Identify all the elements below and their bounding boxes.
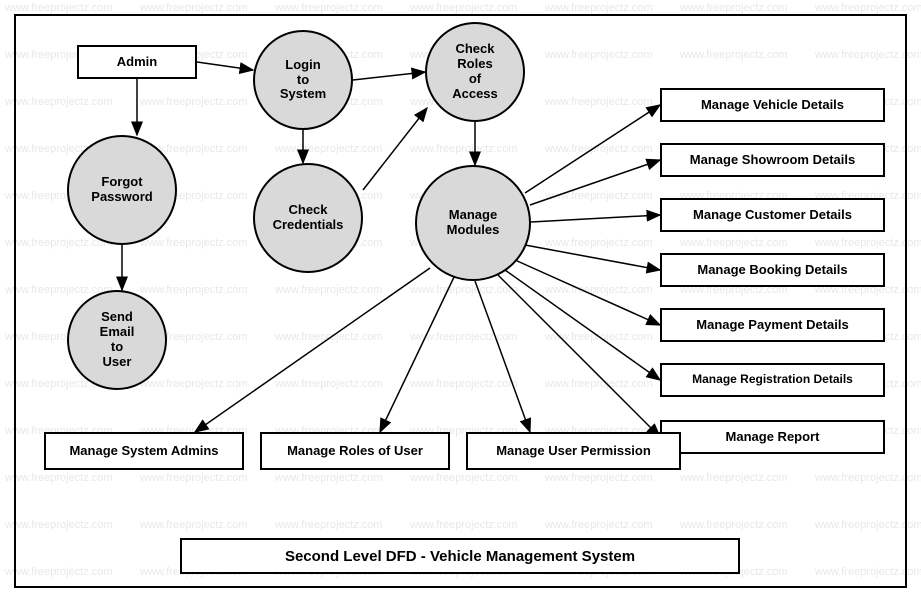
node-label: Manage Payment Details bbox=[696, 318, 848, 333]
node-label: Manage Booking Details bbox=[697, 263, 847, 278]
node-vehicle: Manage Vehicle Details bbox=[660, 88, 885, 122]
node-label: Manage System Admins bbox=[69, 444, 218, 459]
node-label: CheckCredentials bbox=[273, 203, 344, 233]
node-creds: CheckCredentials bbox=[253, 163, 363, 273]
node-customer: Manage Customer Details bbox=[660, 198, 885, 232]
node-showroom: Manage Showroom Details bbox=[660, 143, 885, 177]
node-roles: CheckRolesofAccess bbox=[425, 22, 525, 122]
node-label: LogintoSystem bbox=[280, 58, 326, 103]
title-label: Second Level DFD - Vehicle Management Sy… bbox=[285, 548, 635, 565]
node-payment: Manage Payment Details bbox=[660, 308, 885, 342]
node-label: Manage Report bbox=[726, 430, 820, 445]
node-report: Manage Report bbox=[660, 420, 885, 454]
node-registration: Manage Registration Details bbox=[660, 363, 885, 397]
node-rolesuser: Manage Roles of User bbox=[260, 432, 450, 470]
node-admin: Admin bbox=[77, 45, 197, 79]
node-login: LogintoSystem bbox=[253, 30, 353, 130]
node-label: CheckRolesofAccess bbox=[452, 42, 498, 102]
node-sysadmins: Manage System Admins bbox=[44, 432, 244, 470]
node-manage: ManageModules bbox=[415, 165, 531, 281]
node-label: ForgotPassword bbox=[91, 175, 152, 205]
node-label: Manage Vehicle Details bbox=[701, 98, 844, 113]
title-box: Second Level DFD - Vehicle Management Sy… bbox=[180, 538, 740, 574]
node-label: Manage Roles of User bbox=[287, 444, 423, 459]
node-label: Manage Customer Details bbox=[693, 208, 852, 223]
node-email: SendEmailtoUser bbox=[67, 290, 167, 390]
node-label: Manage Showroom Details bbox=[690, 153, 855, 168]
node-label: Manage Registration Details bbox=[692, 373, 853, 387]
node-forgot: ForgotPassword bbox=[67, 135, 177, 245]
node-booking: Manage Booking Details bbox=[660, 253, 885, 287]
node-permission: Manage User Permission bbox=[466, 432, 681, 470]
node-label: ManageModules bbox=[447, 208, 500, 238]
node-label: SendEmailtoUser bbox=[100, 310, 135, 370]
dfd-canvas: www.freeprojectz.comwww.freeprojectz.com… bbox=[0, 0, 921, 605]
node-label: Admin bbox=[117, 55, 157, 70]
node-label: Manage User Permission bbox=[496, 444, 651, 459]
